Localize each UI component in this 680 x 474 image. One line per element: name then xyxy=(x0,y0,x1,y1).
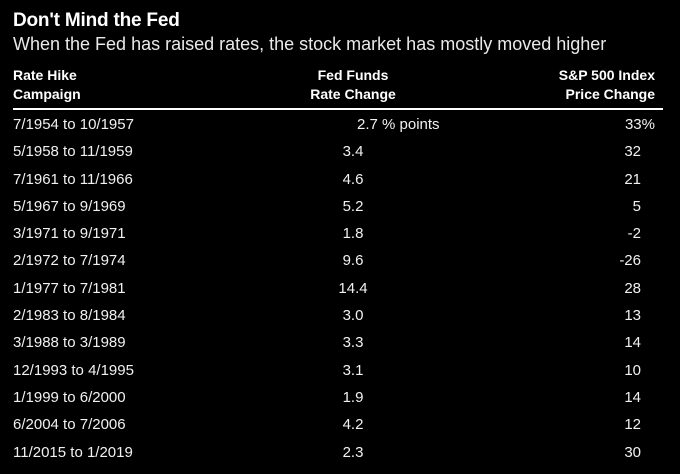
rate-change-cell: 3.3 xyxy=(342,334,364,352)
rate-change-cell: 4.2 xyxy=(342,416,364,434)
price-change-cell: 5 xyxy=(632,197,641,215)
campaign-cell: 3/1971 to 9/1971 xyxy=(13,225,126,243)
price-change-cell: -26 xyxy=(619,252,641,270)
table-body: 7/1954 to 10/1957 2.7 % points 33% 5/195… xyxy=(0,111,680,466)
table-row: 2/1972 to 7/1974 9.6 -26 xyxy=(0,247,680,274)
table-row: 7/1954 to 10/1957 2.7 % points 33% xyxy=(0,111,680,138)
price-change-cell: -2 xyxy=(627,225,641,243)
column-header-fed-funds-rate-change: Fed Funds Rate Change xyxy=(306,66,400,104)
price-change-cell: 13 xyxy=(624,307,641,325)
table-row: 6/2004 to 7/2006 4.2 12 xyxy=(0,411,680,438)
price-change-cell: 32 xyxy=(624,143,641,161)
campaign-cell: 3/1988 to 3/1989 xyxy=(13,334,126,352)
column-header-line: Price Change xyxy=(565,86,655,102)
price-change-cell: 28 xyxy=(624,279,641,297)
column-header-line: S&P 500 Index xyxy=(558,67,655,83)
rate-change-cell: 1.8 xyxy=(342,225,364,243)
price-change-cell: 30 xyxy=(624,443,641,461)
rate-change-cell: 4.6 xyxy=(342,170,364,188)
chart-title: Don't Mind the Fed xyxy=(13,10,180,31)
chart-subtitle: When the Fed has raised rates, the stock… xyxy=(13,34,607,54)
price-change-cell: 14 xyxy=(624,388,641,406)
campaign-cell: 1/1999 to 6/2000 xyxy=(13,388,126,406)
header-rule xyxy=(13,108,663,110)
rate-change-cell: 3.4 xyxy=(342,143,364,161)
column-header-rate-hike-campaign: Rate Hike Campaign xyxy=(13,66,81,104)
table-row: 11/2015 to 1/2019 2.3 30 xyxy=(0,439,680,466)
column-header-line: Rate Change xyxy=(310,86,396,102)
campaign-cell: 12/1993 to 4/1995 xyxy=(13,361,134,379)
rate-change-cell: 9.6 xyxy=(342,252,364,270)
column-header-line: Rate Hike xyxy=(13,67,77,83)
table-row: 5/1967 to 9/1969 5.2 5 xyxy=(0,193,680,220)
table-row: 7/1961 to 11/1966 4.6 21 xyxy=(0,166,680,193)
campaign-cell: 5/1967 to 9/1969 xyxy=(13,197,126,215)
campaign-cell: 2/1983 to 8/1984 xyxy=(13,307,126,325)
column-header-line: Fed Funds xyxy=(317,67,389,83)
price-change-cell: 14 xyxy=(624,334,641,352)
price-change-cell: 12 xyxy=(624,416,641,434)
table-row: 3/1988 to 3/1989 3.3 14 xyxy=(0,329,680,356)
rate-change-cell: 2.7 % points xyxy=(357,116,440,133)
campaign-cell: 1/1977 to 7/1981 xyxy=(13,279,126,297)
table-row: 1/1999 to 6/2000 1.9 14 xyxy=(0,384,680,411)
campaign-cell: 6/2004 to 7/2006 xyxy=(13,416,126,434)
rate-change-cell: 3.1 xyxy=(342,361,364,379)
table-row: 3/1971 to 9/1971 1.8 -2 xyxy=(0,220,680,247)
rate-change-cell: 5.2 xyxy=(342,197,364,215)
price-change-cell: 10 xyxy=(624,361,641,379)
column-header-sp500-price-change: S&P 500 Index Price Change xyxy=(559,66,655,104)
table-row: 1/1977 to 7/1981 14.4 28 xyxy=(0,275,680,302)
rate-change-cell: 14.4 xyxy=(338,279,368,297)
campaign-cell: 7/1961 to 11/1966 xyxy=(13,170,133,188)
table-row: 2/1983 to 8/1984 3.0 13 xyxy=(0,302,680,329)
campaign-cell: 2/1972 to 7/1974 xyxy=(13,252,126,270)
rate-change-cell: 3.0 xyxy=(342,307,364,325)
price-change-cell: 33% xyxy=(624,116,655,133)
rate-change-cell: 2.3 xyxy=(342,443,364,461)
table-row: 5/1958 to 11/1959 3.4 32 xyxy=(0,138,680,165)
table-row: 12/1993 to 4/1995 3.1 10 xyxy=(0,357,680,384)
column-header-line: Campaign xyxy=(13,86,81,102)
campaign-cell: 11/2015 to 1/2019 xyxy=(13,443,133,461)
campaign-cell: 5/1958 to 11/1959 xyxy=(13,143,133,161)
price-change-cell: 21 xyxy=(624,170,641,188)
rate-change-cell: 1.9 xyxy=(342,388,364,406)
campaign-cell: 7/1954 to 10/1957 xyxy=(13,116,134,133)
